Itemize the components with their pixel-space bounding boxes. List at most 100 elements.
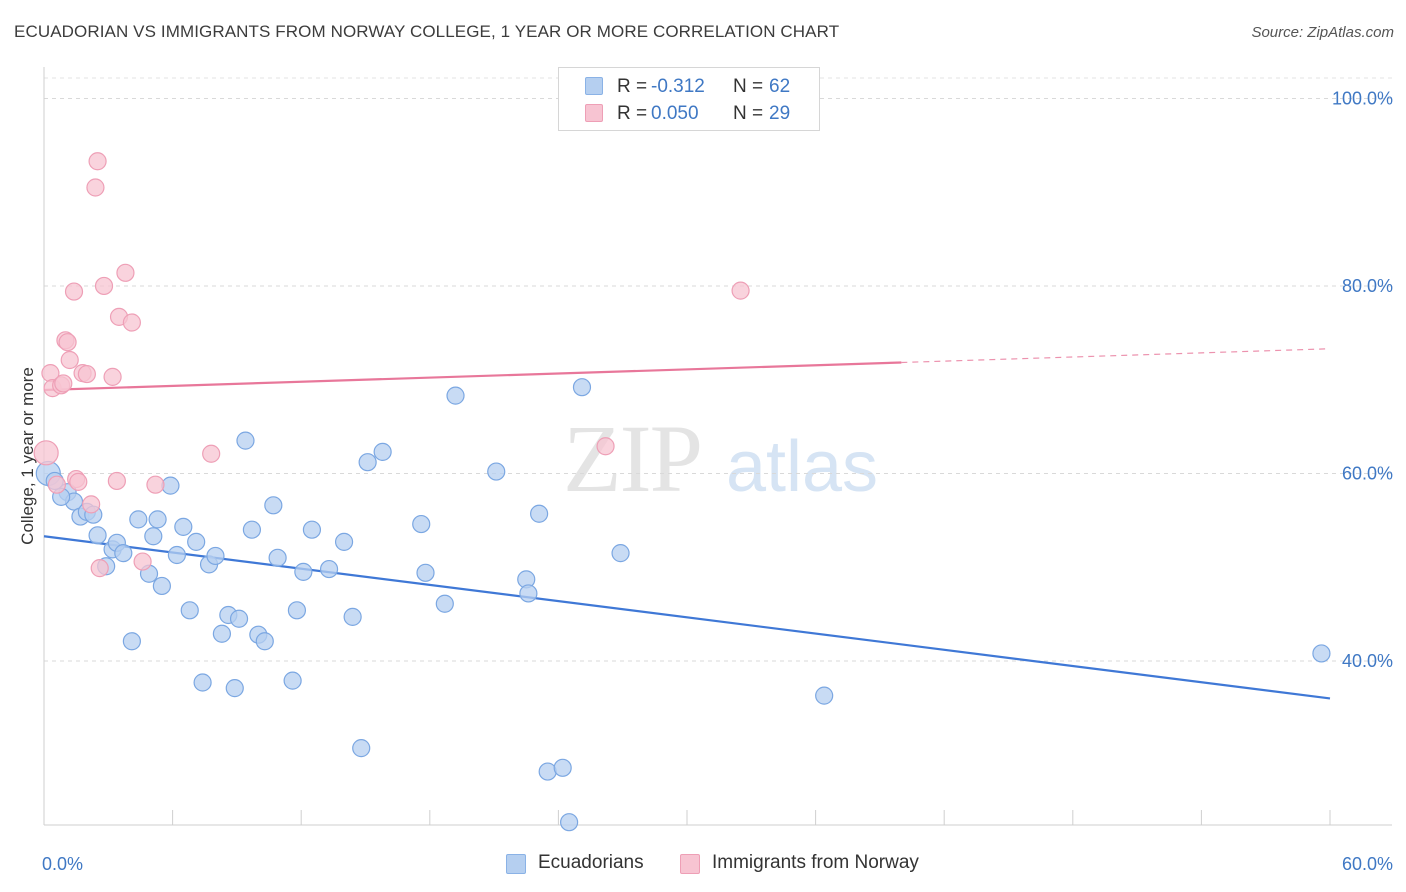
legend-n-label: N = bbox=[733, 76, 764, 97]
legend-swatch-ecuadorians bbox=[506, 854, 526, 874]
data-point bbox=[187, 532, 206, 551]
data-point bbox=[167, 545, 186, 565]
watermark: ZIP atlas bbox=[563, 405, 878, 512]
data-point bbox=[94, 276, 114, 296]
legend-r-label: R = bbox=[617, 76, 648, 97]
data-point bbox=[77, 364, 96, 384]
legend-r-value: -0.312 bbox=[651, 76, 705, 97]
data-point bbox=[152, 576, 171, 596]
data-point bbox=[206, 546, 225, 566]
data-point bbox=[116, 263, 135, 282]
data-point bbox=[33, 440, 59, 466]
data-point bbox=[88, 526, 107, 545]
data-point bbox=[343, 607, 362, 626]
data-point bbox=[611, 544, 630, 563]
data-point bbox=[58, 333, 77, 352]
data-point bbox=[553, 758, 572, 777]
data-point bbox=[268, 548, 287, 567]
data-point bbox=[193, 673, 212, 692]
data-point bbox=[180, 601, 199, 620]
data-point bbox=[255, 632, 274, 651]
data-point bbox=[242, 520, 262, 539]
trend-lines bbox=[43, 348, 1331, 700]
data-point bbox=[107, 471, 126, 491]
y-tick-label: 60.0% bbox=[1342, 463, 1393, 483]
data-point bbox=[334, 532, 354, 551]
data-point bbox=[815, 686, 834, 705]
data-point bbox=[287, 601, 307, 620]
data-point bbox=[60, 350, 79, 370]
legend-r-value: 0.050 bbox=[651, 103, 699, 124]
data-point bbox=[352, 739, 371, 758]
trend-line bbox=[43, 361, 902, 392]
legend-label: Ecuadorians bbox=[538, 852, 644, 873]
legend-n-value: 62 bbox=[769, 76, 791, 97]
data-point bbox=[572, 378, 592, 397]
legend-swatch-norway bbox=[585, 104, 603, 122]
data-point bbox=[538, 762, 557, 781]
tick-labels: 100.0% 80.0% 60.0% 40.0% 0.0% 60.0% bbox=[42, 88, 1393, 874]
legend-r-label: R = bbox=[617, 103, 648, 124]
data-point bbox=[731, 281, 750, 300]
data-point bbox=[54, 374, 73, 393]
data-point bbox=[212, 624, 231, 643]
watermark-zip: ZIP bbox=[563, 405, 701, 512]
trend-line-extension bbox=[901, 348, 1331, 364]
y-tick-label: 40.0% bbox=[1342, 651, 1393, 671]
data-point bbox=[596, 437, 615, 456]
data-point bbox=[283, 671, 302, 690]
correlation-legend: R = -0.312 N = 62 R = 0.050 N = 29 bbox=[558, 67, 820, 131]
data-point bbox=[264, 496, 283, 515]
data-point bbox=[302, 520, 322, 539]
data-point bbox=[446, 386, 465, 405]
chart-title: ECUADORIAN VS IMMIGRANTS FROM NORWAY COL… bbox=[14, 22, 840, 41]
data-point bbox=[122, 632, 141, 651]
data-point bbox=[373, 442, 392, 461]
data-point bbox=[487, 462, 506, 481]
data-point bbox=[174, 517, 193, 536]
data-point bbox=[90, 559, 109, 578]
data-point bbox=[412, 514, 431, 534]
y-tick-label: 80.0% bbox=[1342, 276, 1393, 296]
y-tick-label: 100.0% bbox=[1332, 88, 1393, 108]
data-point bbox=[88, 152, 107, 171]
legend-label: Immigrants from Norway bbox=[712, 852, 919, 873]
data-point bbox=[358, 453, 377, 472]
legend-swatch-norway bbox=[680, 854, 700, 874]
data-point bbox=[519, 584, 538, 603]
data-point bbox=[202, 444, 221, 463]
data-point bbox=[1312, 644, 1331, 663]
legend-n-label: N = bbox=[733, 103, 764, 124]
watermark-atlas: atlas bbox=[726, 427, 878, 507]
data-point bbox=[319, 559, 339, 579]
legend-n-value: 29 bbox=[769, 103, 791, 124]
data-point bbox=[416, 563, 435, 582]
data-point bbox=[236, 431, 255, 450]
x-tick-label: 60.0% bbox=[1342, 854, 1393, 874]
data-point bbox=[129, 510, 148, 529]
series-norway bbox=[33, 152, 750, 578]
data-point bbox=[103, 367, 122, 386]
data-point bbox=[225, 679, 244, 698]
data-point bbox=[229, 609, 249, 628]
data-point bbox=[435, 594, 454, 613]
data-point bbox=[69, 472, 88, 491]
data-point bbox=[122, 313, 141, 332]
data-point bbox=[560, 813, 579, 832]
data-point bbox=[133, 552, 152, 571]
data-point bbox=[530, 504, 549, 523]
data-point bbox=[146, 475, 165, 494]
data-point bbox=[114, 544, 133, 563]
data-point bbox=[64, 282, 84, 301]
x-tick-label: 0.0% bbox=[42, 854, 83, 874]
trend-line bbox=[43, 535, 1331, 700]
data-point bbox=[161, 476, 180, 495]
legend-swatch-ecuadorians bbox=[585, 77, 603, 95]
data-point bbox=[86, 178, 105, 197]
source-label: Source: ZipAtlas.com bbox=[1251, 24, 1394, 41]
data-point bbox=[47, 475, 66, 494]
data-point bbox=[294, 562, 313, 581]
data-point bbox=[82, 495, 101, 514]
data-points bbox=[33, 152, 1331, 832]
